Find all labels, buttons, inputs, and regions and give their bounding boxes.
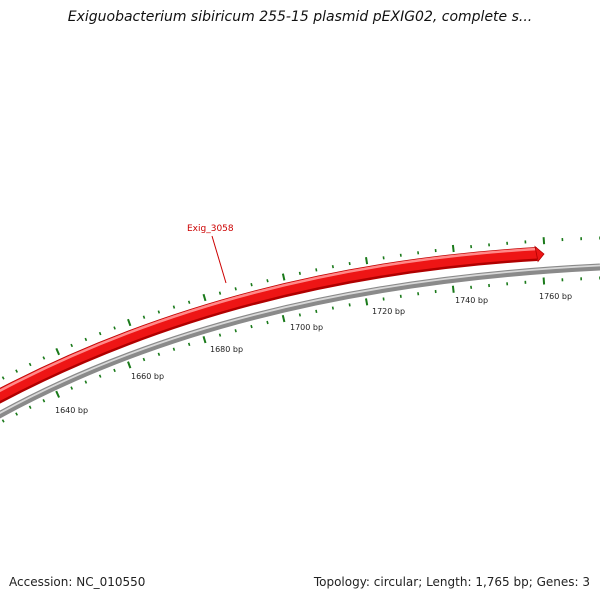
inner-scale-tick xyxy=(113,368,116,373)
inner-scale-tick xyxy=(142,357,146,362)
inner-scale-tick xyxy=(42,399,46,403)
inner-scale-tick xyxy=(172,347,176,351)
outer-scale-tick xyxy=(28,362,32,367)
inner-scale-tick xyxy=(281,314,286,323)
outer-scale-tick xyxy=(84,337,88,342)
inner-scale-tick xyxy=(28,405,32,409)
inner-scale-tick xyxy=(70,386,74,390)
inner-scale-tick xyxy=(315,309,318,314)
outer-scale-tick xyxy=(55,347,61,356)
inner-scale-tick xyxy=(266,320,269,325)
inner-scale-tick xyxy=(348,303,351,307)
inner-scale-tick xyxy=(234,329,237,333)
gene-label[interactable]: Exig_3058 xyxy=(187,224,234,234)
map-title: Exiguobacterium sibiricum 255-15 plasmid… xyxy=(67,9,533,25)
outer-scale-tick xyxy=(451,244,455,253)
inner-scale-tick xyxy=(331,306,334,310)
outer-scale-tick xyxy=(234,287,237,291)
inner-scale-tick xyxy=(187,342,191,347)
outer-scale-tick xyxy=(142,315,146,319)
inner-scale-tick xyxy=(1,419,5,423)
inner-scale-tick xyxy=(298,313,301,317)
inner-scale-tick xyxy=(417,292,420,296)
inner-scale-tick xyxy=(127,361,132,369)
gene-arrow-fill[interactable] xyxy=(0,247,538,401)
inner-scale-tick xyxy=(157,352,161,356)
gene-label-leader xyxy=(211,235,227,284)
outer-scale-tick xyxy=(315,268,318,272)
outer-scale-tick xyxy=(15,369,19,373)
gene-arrowhead[interactable] xyxy=(534,245,545,263)
outer-scale-tick xyxy=(266,279,269,283)
bp-scale-label: 1680 bp xyxy=(210,345,243,354)
bp-scale-label: 1760 bp xyxy=(539,292,572,301)
outer-scale-tick xyxy=(42,356,46,360)
outer-scale-tick xyxy=(281,273,286,281)
outer-scale-tick xyxy=(113,326,116,330)
bp-scale-labels: 1640 bp 1660 bp 1680 bp 1700 bp 1720 bp 1740 … xyxy=(55,292,572,415)
outer-scale-tick xyxy=(250,283,253,287)
outer-scale-tick xyxy=(157,310,161,314)
outer-scale-tick xyxy=(365,257,369,265)
outer-scale-tick xyxy=(187,300,191,304)
inner-scale-tick xyxy=(84,380,88,384)
bp-scale-label: 1720 bp xyxy=(372,307,405,316)
inner-scale-tick xyxy=(218,333,222,337)
outer-scale-tick xyxy=(1,376,5,380)
bp-scale-label: 1660 bp xyxy=(131,372,164,381)
inner-scale-tick xyxy=(15,412,19,416)
bp-scale-label: 1740 bp xyxy=(455,296,488,305)
inner-scale-tick xyxy=(202,336,207,344)
backbone-arc xyxy=(0,263,600,419)
inner-scale-tick xyxy=(542,277,546,285)
outer-scale-tick xyxy=(218,291,222,295)
inner-scale-tick xyxy=(451,285,455,293)
topology-summary: Topology: circular; Length: 1,765 bp; Ge… xyxy=(313,575,590,589)
bp-scale-label: 1640 bp xyxy=(55,406,88,415)
outer-scale-tick xyxy=(542,237,546,245)
outer-scale-tick xyxy=(202,293,207,302)
plasmid-backbone xyxy=(0,263,600,419)
gene-feature-exig-3058[interactable] xyxy=(0,245,545,404)
outer-scale-tick xyxy=(298,271,301,275)
gene-arrow-highlight xyxy=(0,247,538,393)
scale-ticks xyxy=(1,236,600,423)
outer-scale-tick xyxy=(348,261,351,266)
accession-text: Accession: NC_010550 xyxy=(9,575,146,589)
outer-scale-tick xyxy=(127,318,132,327)
inner-scale-tick xyxy=(98,374,102,378)
bp-scale-label: 1700 bp xyxy=(290,323,323,332)
outer-scale-tick xyxy=(98,331,102,336)
inner-scale-tick xyxy=(250,324,253,329)
inner-scale-tick xyxy=(55,390,61,398)
outer-scale-tick xyxy=(331,265,334,269)
outer-scale-tick xyxy=(172,305,176,309)
inner-scale-tick xyxy=(365,298,369,306)
outer-scale-tick xyxy=(70,343,74,348)
backbone-highlight xyxy=(0,264,600,415)
